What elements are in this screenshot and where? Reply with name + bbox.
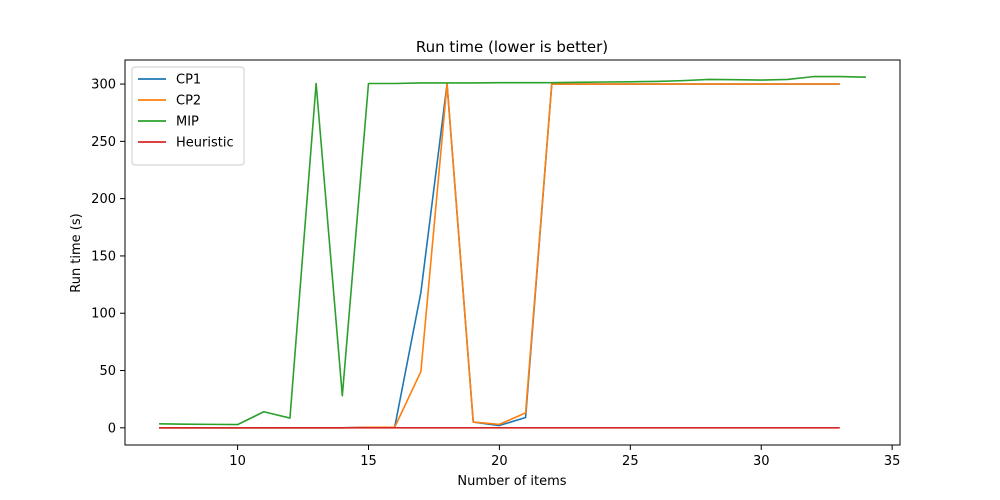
legend: CP1 CP2 MIP Heuristic: [131, 66, 245, 166]
legend-label-heuristic: Heuristic: [176, 136, 234, 151]
x-tick-label: 30: [753, 454, 770, 469]
x-tick-label: 20: [491, 454, 508, 469]
x-tick-label: 10: [229, 454, 246, 469]
y-tick-label: 0: [108, 421, 116, 436]
x-axis-ticks: 10 15 20 25 30 35: [229, 445, 900, 469]
legend-label-cp1: CP1: [176, 73, 201, 88]
x-tick-label: 35: [884, 454, 901, 469]
chart-title: Run time (lower is better): [416, 38, 608, 56]
x-tick-label: 25: [622, 454, 639, 469]
y-tick-label: 100: [91, 307, 116, 322]
y-tick-label: 150: [91, 249, 116, 264]
legend-label-mip: MIP: [176, 115, 199, 130]
plot-frame: [124, 59, 901, 446]
legend-box: [131, 66, 245, 166]
x-axis-label: Number of items: [457, 474, 566, 489]
y-tick-label: 200: [91, 192, 116, 207]
y-axis-label: Run time (s): [69, 213, 84, 292]
y-tick-label: 250: [91, 135, 116, 150]
y-axis-ticks: 0 50 100 150 200 250 300: [91, 78, 125, 436]
y-tick-label: 50: [99, 364, 116, 379]
series-line-mip: [159, 75, 866, 426]
legend-label-cp2: CP2: [176, 94, 201, 109]
x-tick-label: 15: [360, 454, 377, 469]
y-tick-label: 300: [91, 78, 116, 93]
series-lines: [159, 75, 866, 429]
